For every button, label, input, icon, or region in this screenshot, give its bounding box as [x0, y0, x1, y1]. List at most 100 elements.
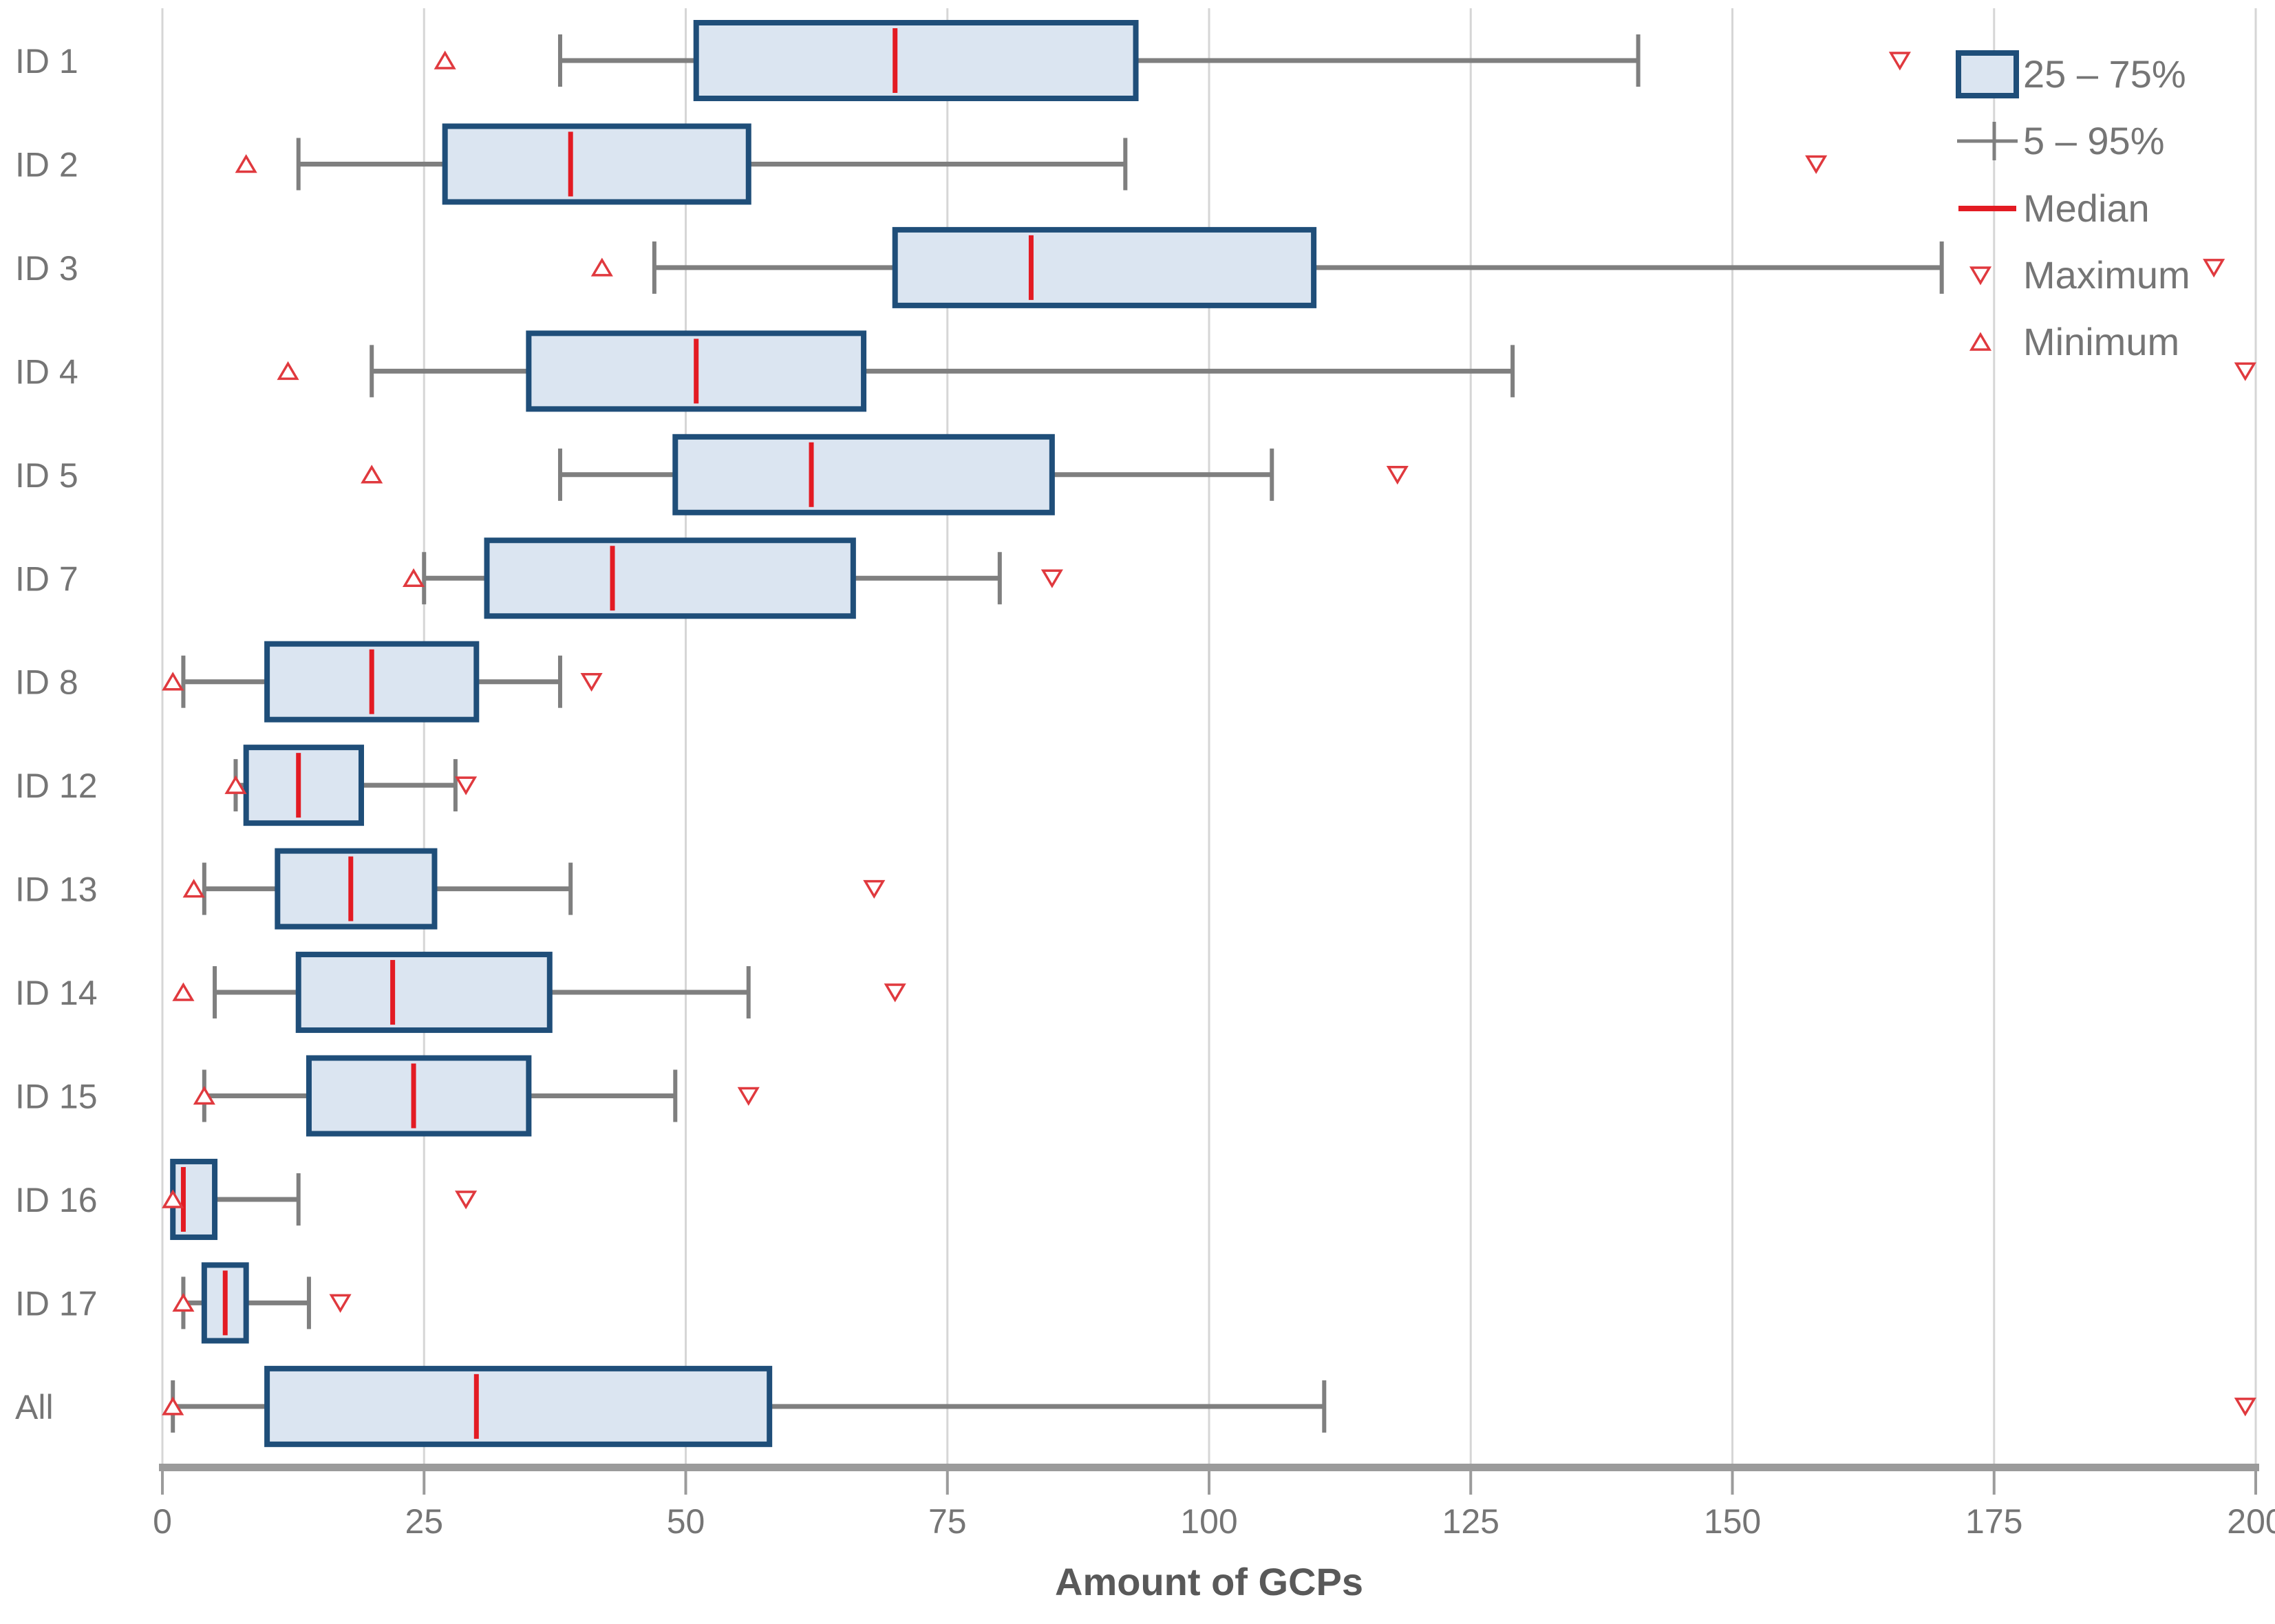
iqr-box [243, 745, 364, 826]
median-line [369, 649, 374, 714]
x-tick-label: 0 [153, 1502, 172, 1541]
boxplot-row [182, 848, 886, 930]
category-label: ID 12 [15, 767, 98, 805]
boxplot-row [162, 1158, 478, 1240]
legend-label: Median [2023, 186, 2150, 230]
maximum-marker [580, 672, 603, 692]
minimum-marker [182, 879, 205, 898]
boxplot-row [193, 1055, 760, 1137]
category-label: ID 8 [15, 663, 78, 702]
median-line [296, 753, 301, 818]
gridline-layer [161, 8, 2257, 1464]
legend-maximum-icon [1969, 266, 1992, 286]
iqr-box [442, 123, 751, 205]
whisker-cap-low [202, 862, 206, 915]
whisker-cap-high [997, 552, 1002, 605]
whisker-cap-high [1636, 34, 1641, 87]
x-tick-label: 175 [1965, 1502, 2022, 1541]
category-label: ID 13 [15, 870, 98, 909]
maximum-marker [1805, 155, 1828, 174]
legend-label: 5 – 95% [2023, 119, 2165, 162]
category-label: ID 1 [15, 42, 78, 81]
iqr-box [892, 226, 1317, 308]
boxplot-row [277, 330, 2256, 412]
maximum-marker [2203, 259, 2225, 278]
legend-label: Minimum [2023, 320, 2179, 363]
whisker-cap-high [453, 759, 458, 812]
median-line [390, 960, 396, 1025]
boxplot-row [434, 20, 1911, 101]
category-label: ID 15 [15, 1078, 98, 1116]
iqr-box [306, 1055, 532, 1137]
iqr-box [484, 537, 856, 619]
boxplot-row [172, 1262, 352, 1344]
iqr-box [275, 848, 438, 930]
minimum-marker [235, 154, 257, 173]
median-line [809, 442, 814, 507]
x-tick-label: 75 [928, 1502, 967, 1541]
whisker-cap-high [1510, 345, 1515, 398]
whisker-cap-high [296, 1173, 301, 1226]
iqr-box [264, 1365, 773, 1447]
boxplot-row [402, 537, 1063, 619]
whisker-cap-high [568, 862, 573, 915]
x-axis [159, 1464, 2259, 1495]
median-line [1028, 235, 1034, 300]
legend-label: 25 – 75% [2023, 52, 2186, 96]
whisker-cap-low [181, 655, 186, 708]
whisker-cap-high [1123, 138, 1128, 191]
whisker-cap-low [557, 34, 562, 87]
category-label: ID 16 [15, 1181, 98, 1219]
x-tick-labels: 0 25 50 75 100 125 150 175 200 [153, 1502, 2275, 1541]
whisker-cap-low [557, 448, 562, 501]
minimum-marker [590, 257, 613, 277]
x-axis-title: Amount of GCPs [1055, 1560, 1363, 1603]
maximum-marker [455, 776, 478, 795]
legend-label: Maximum [2023, 253, 2190, 297]
maximum-marker [884, 983, 906, 1003]
maximum-marker [2234, 1398, 2256, 1417]
boxplot-row [172, 952, 906, 1034]
maximum-marker [1386, 466, 1409, 485]
category-labels: ID 1 ID 2 ID 3 ID 4 ID 5 ID 7 ID 8 ID 12 ID 13 ID… [15, 42, 98, 1427]
minimum-marker [172, 1292, 195, 1312]
category-label: ID 5 [15, 456, 78, 495]
median-line [222, 1270, 228, 1336]
x-tick-label: 200 [2227, 1502, 2275, 1541]
whisker-cap-high [673, 1069, 678, 1122]
whisker-cap-high [746, 966, 751, 1019]
category-label: ID 14 [15, 974, 98, 1012]
iqr-box [170, 1158, 218, 1240]
whisker-cap-low [652, 241, 656, 294]
whisker-cap-high [1939, 241, 1944, 294]
boxplot-row [224, 745, 478, 826]
x-tick-label: 125 [1442, 1502, 1499, 1541]
boxplot-row [162, 641, 603, 723]
whisker-cap-low [370, 345, 374, 398]
x-tick-label: 25 [405, 1502, 443, 1541]
minimum-marker [193, 1086, 215, 1105]
legend-iqr-box-icon [1956, 50, 2019, 98]
legend-item: Median [1958, 186, 2150, 230]
median-line [473, 1374, 479, 1439]
legend-item: 25 – 75% [1956, 50, 2186, 98]
minimum-marker [361, 464, 383, 484]
whisker-cap-high [306, 1276, 311, 1329]
whisker-cap-high [1322, 1380, 1327, 1433]
whisker-cap-high [1270, 448, 1274, 501]
boxplot-row [361, 434, 1409, 515]
boxplot-row [162, 1365, 2256, 1447]
whisker-cap-high [557, 655, 562, 708]
maximum-marker [329, 1294, 352, 1313]
minimum-marker [162, 672, 184, 691]
median-line [694, 339, 699, 404]
minimum-marker [224, 775, 247, 794]
legend-item: 5 – 95% [1957, 119, 2165, 162]
boxplot-row [590, 226, 2225, 308]
median-line [411, 1063, 416, 1129]
minimum-marker [277, 361, 299, 381]
minimum-marker [402, 568, 425, 587]
category-label: All [15, 1388, 54, 1427]
iqr-box [295, 952, 553, 1034]
